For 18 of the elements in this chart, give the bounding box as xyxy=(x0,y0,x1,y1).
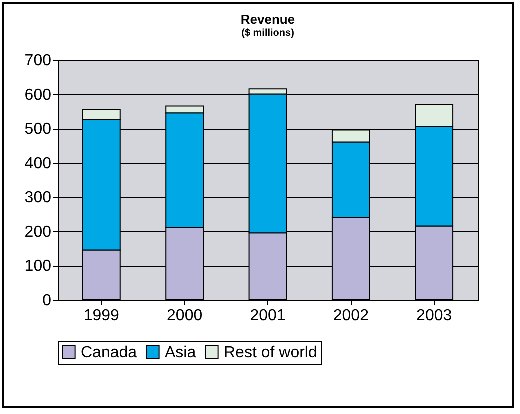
y-tick-label: 500 xyxy=(24,121,52,138)
y-tick-label: 600 xyxy=(24,86,52,104)
y-tick-label: 400 xyxy=(24,155,52,172)
x-tick-label: 1999 xyxy=(84,308,120,324)
chart-subtitle: ($ millions) xyxy=(242,28,294,39)
y-tick-label: 200 xyxy=(24,224,52,241)
y-tick-label: 0 xyxy=(42,292,52,310)
y-tick-label: 100 xyxy=(24,258,52,276)
x-tick-label: 2001 xyxy=(250,308,286,324)
legend-label: Asia xyxy=(165,344,196,362)
legend-label: Rest of world xyxy=(224,344,318,362)
x-tick-label: 2002 xyxy=(333,308,370,324)
y-tick-label: 700 xyxy=(24,52,52,70)
y-tick-label: 300 xyxy=(24,190,52,207)
chart-title: Revenue xyxy=(240,12,296,27)
legend-label: Canada xyxy=(81,344,138,362)
x-tick-label: 2003 xyxy=(416,308,452,324)
x-tick-label: 2000 xyxy=(167,308,203,324)
